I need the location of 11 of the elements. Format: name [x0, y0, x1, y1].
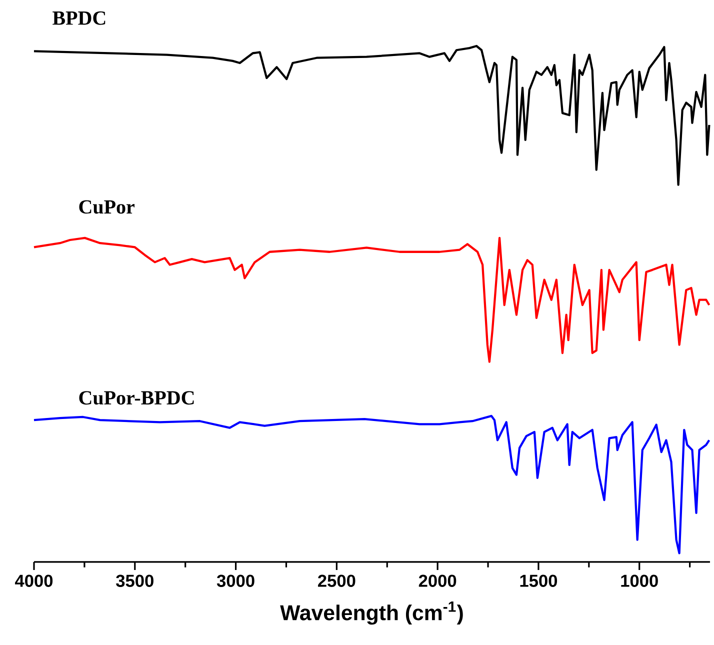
x-tick-label: 1500 [520, 574, 558, 587]
x-tick-label: 3000 [216, 574, 254, 587]
series-label: BPDC [52, 11, 106, 25]
x-tick-label: 1000 [621, 574, 658, 587]
series-label: CuPor-BPDC [79, 391, 194, 405]
x-tick-label: 3500 [116, 574, 154, 587]
x-tick-label: 4000 [14, 574, 53, 587]
x-axis-title: Wavelength (cm$^{-1}$) [280, 601, 463, 625]
series-label: CuPor [79, 200, 134, 214]
x-tick-label: 2000 [418, 574, 456, 587]
x-tick-label: 2500 [318, 574, 356, 587]
